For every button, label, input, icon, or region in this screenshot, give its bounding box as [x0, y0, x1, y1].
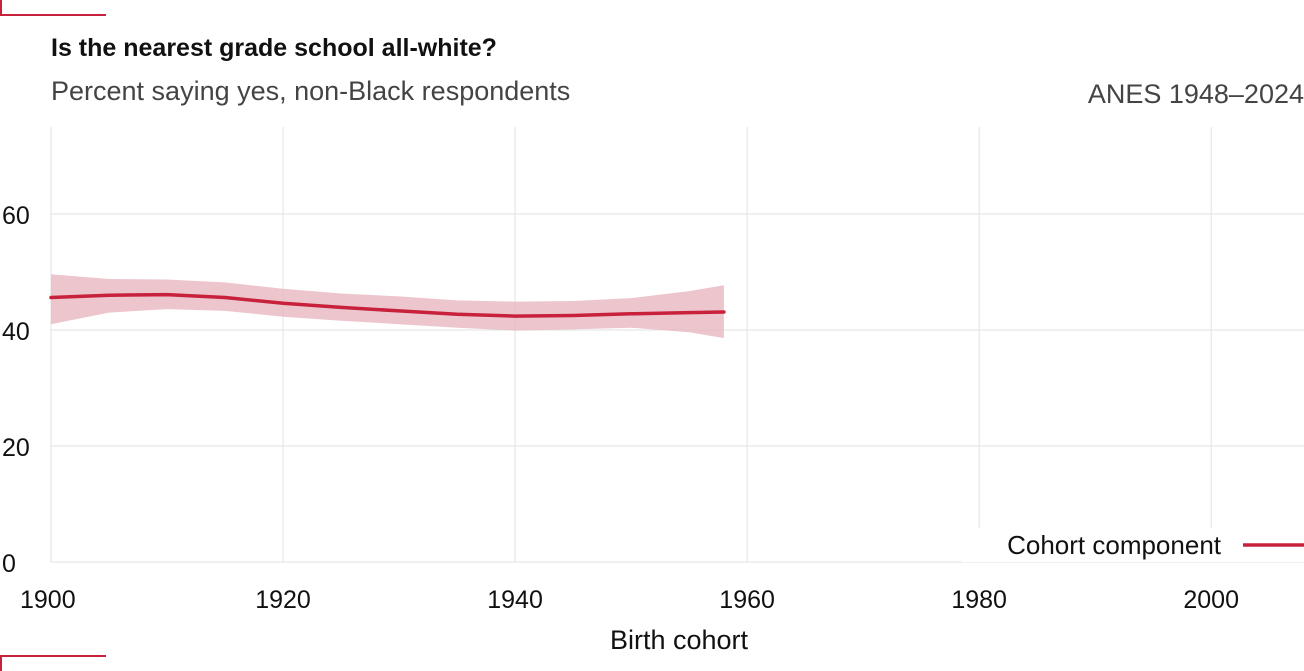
x-tick-label-1920: 1920 — [255, 586, 311, 614]
y-tick-label-0: 0 — [2, 550, 16, 578]
x-tick-label-1900: 1900 — [20, 586, 76, 614]
x-tick-label-1980: 1980 — [951, 586, 1007, 614]
y-tick-label-20: 20 — [2, 434, 30, 462]
chart-subtitle: Percent saying yes, non-Black respondent… — [51, 76, 571, 106]
chart-title: Is the nearest grade school all-white? — [51, 34, 497, 62]
x-axis-label: Birth cohort — [610, 625, 749, 655]
series-line-0 — [49, 292, 726, 318]
grid-lines — [50, 127, 1304, 563]
y-axis-ticks: 0 20 40 60 — [2, 202, 30, 578]
data-source-label: ANES 1948–2024 — [1087, 79, 1304, 109]
y-tick-label-60: 60 — [2, 202, 30, 230]
confidence-band-0 — [51, 274, 724, 339]
x-tick-label-1940: 1940 — [487, 586, 543, 614]
x-axis-ticks: 1900 1920 1940 1960 1980 2000 — [20, 586, 1239, 614]
top-corner-mark — [0, 0, 106, 16]
series-line-layer — [49, 292, 726, 318]
x-tick-label-2000: 2000 — [1183, 586, 1239, 614]
bottom-corner-mark — [0, 655, 106, 671]
x-tick-label-1960: 1960 — [719, 586, 775, 614]
legend-label: Cohort component — [1007, 530, 1222, 560]
confidence-band-layer — [51, 274, 724, 339]
y-tick-label-40: 40 — [2, 318, 30, 346]
